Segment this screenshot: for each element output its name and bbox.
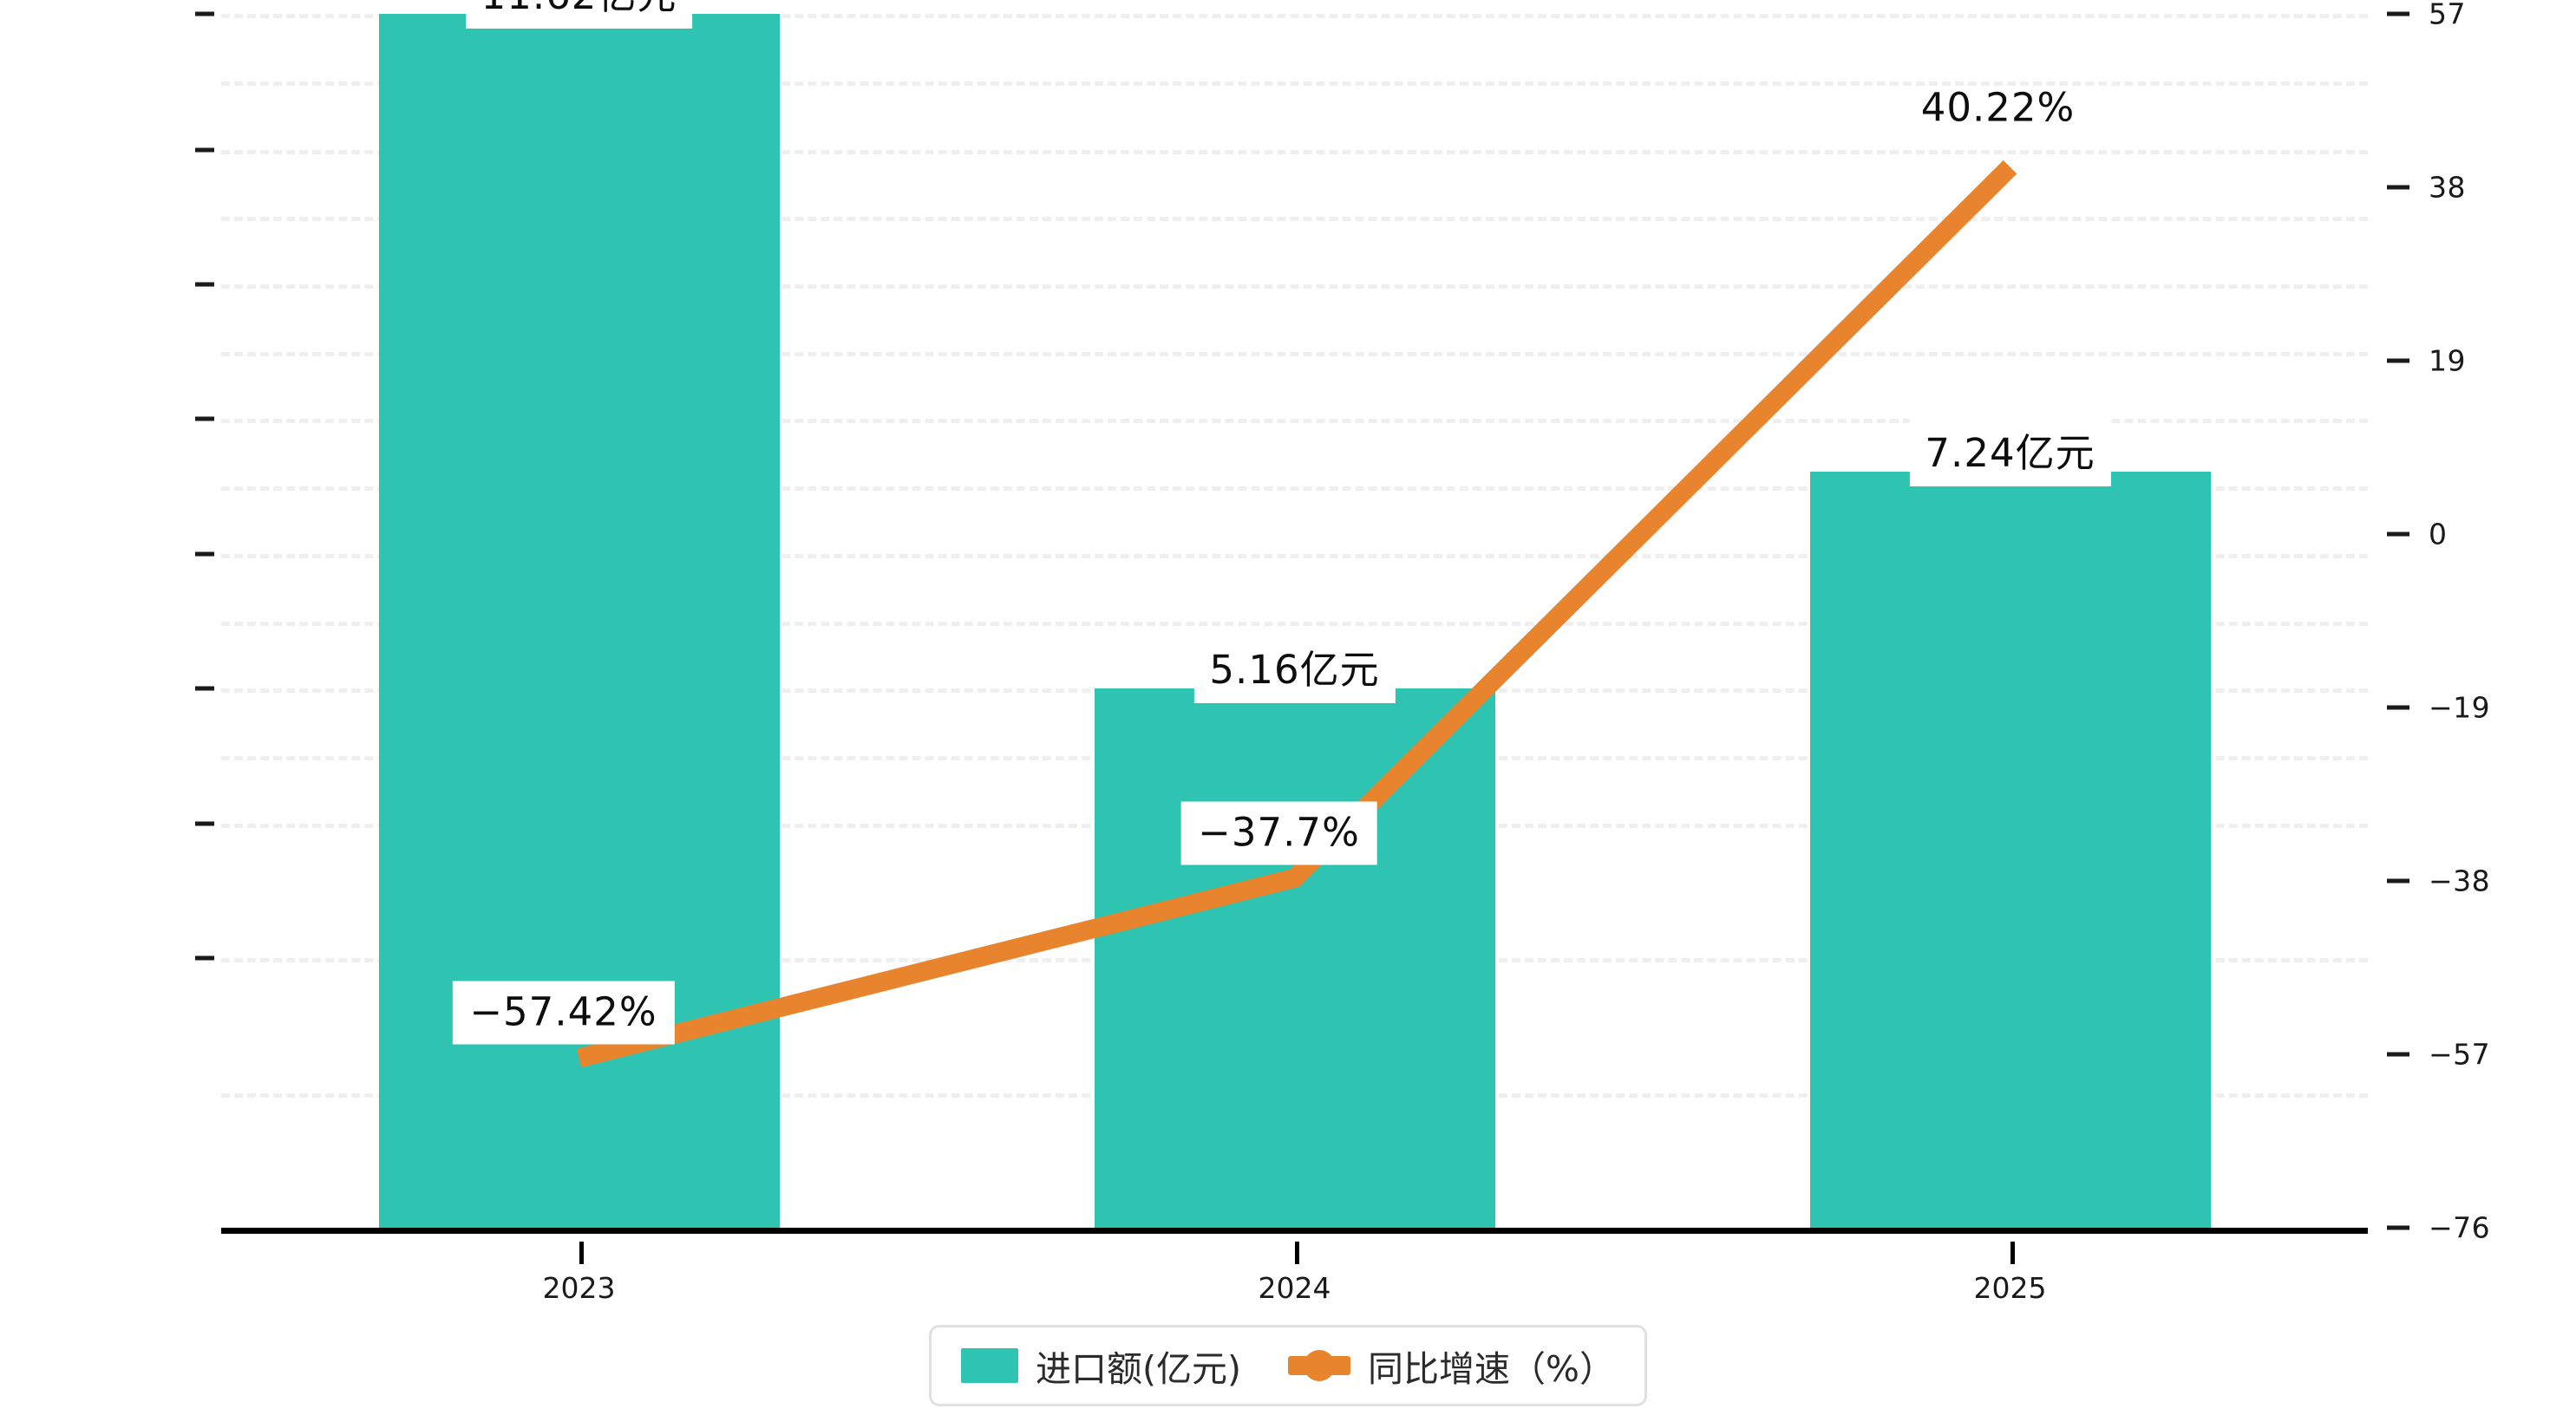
x-axis-tick-mark — [579, 1242, 584, 1264]
gridline — [221, 621, 2368, 626]
y-axis-left-tick-mark — [195, 416, 214, 421]
x-axis-tick-label-2025: 2025 — [1973, 1271, 2047, 1305]
y-axis-left-tick-mark — [195, 551, 214, 557]
y-axis-right-tick-mark — [2387, 531, 2409, 537]
gridline — [221, 284, 2368, 290]
x-axis-line — [221, 1228, 2368, 1234]
growth-line-series — [576, 160, 2017, 1068]
line-value-label-2025: 40.22% — [1920, 84, 2076, 131]
y-axis-right-tick-label: −38 — [2429, 864, 2491, 898]
growth-line-path — [576, 160, 2017, 1068]
y-axis-right-tick-label: 38 — [2429, 170, 2466, 205]
chart-legend: 进口额(亿元) 同比增速（%） — [929, 1325, 1647, 1406]
y-axis-left-tick-mark — [195, 686, 214, 691]
y-axis-right-tick-mark — [2387, 1225, 2409, 1230]
x-axis-tick-mark — [2010, 1242, 2015, 1264]
line-value-label-2024: −37.7% — [1180, 801, 1377, 865]
y-axis-left-tick-mark — [195, 821, 214, 826]
gridline — [221, 351, 2368, 356]
bar-2024[interactable] — [1094, 688, 1495, 1228]
gridline — [221, 82, 2368, 87]
bar-value-label-2023: 11.62亿元 — [465, 0, 693, 29]
legend-item-yoy-growth[interactable]: 同比增速（%） — [1288, 1340, 1615, 1392]
legend-line-swatch-icon — [1288, 1350, 1351, 1381]
y-axis-right-tick-mark — [2387, 705, 2409, 710]
x-axis-tick-label-2023: 2023 — [542, 1271, 616, 1305]
y-axis-right-tick-mark — [2387, 1052, 2409, 1057]
bar-value-label-2025: 7.24亿元 — [1909, 414, 2111, 486]
legend-label-import-value: 进口额(亿元) — [1036, 1348, 1242, 1390]
y-axis-right-tick-label: −57 — [2429, 1037, 2491, 1072]
y-axis-left-tick-mark — [195, 955, 214, 961]
x-axis-tick-label-2024: 2024 — [1258, 1271, 1331, 1305]
legend-bar-swatch-icon — [961, 1348, 1019, 1383]
legend-marker-dot-icon — [1304, 1350, 1336, 1381]
y-axis-left-tick-mark — [195, 11, 214, 16]
legend-item-import-value[interactable]: 进口额(亿元) — [961, 1340, 1241, 1392]
y-axis-left-tick-mark — [195, 282, 214, 287]
y-axis-right-tick-label: 57 — [2429, 0, 2466, 31]
line-value-label-2023: −57.42% — [452, 981, 675, 1045]
gridline — [221, 217, 2368, 222]
y-axis-right-tick-label: 0 — [2429, 517, 2448, 551]
y-axis-right-tick-mark — [2387, 11, 2409, 16]
bar-value-label-2024: 5.16亿元 — [1193, 631, 1396, 704]
y-axis-right-tick-mark — [2387, 878, 2409, 884]
plot-area: 11.62亿元5.16亿元7.24亿元−57.42%−37.7%40.22%0亿… — [195, 0, 2490, 1305]
y-axis-right-tick-mark — [2387, 185, 2409, 190]
gridline — [221, 419, 2368, 424]
gridline — [221, 553, 2368, 558]
y-axis-right-tick-label: −76 — [2429, 1210, 2491, 1245]
gridline — [221, 149, 2368, 154]
y-axis-right-tick-mark — [2387, 358, 2409, 363]
gridline — [221, 14, 2368, 18]
bar-2025[interactable] — [1809, 471, 2211, 1228]
x-axis-tick-mark — [1294, 1242, 1299, 1264]
legend-label-yoy-growth: 同比增速（%） — [1368, 1348, 1615, 1390]
gridline — [221, 486, 2368, 492]
y-axis-left-tick-mark — [195, 147, 214, 153]
y-axis-right-tick-label: −19 — [2429, 690, 2491, 725]
y-axis-right-tick-label: 19 — [2429, 343, 2466, 378]
